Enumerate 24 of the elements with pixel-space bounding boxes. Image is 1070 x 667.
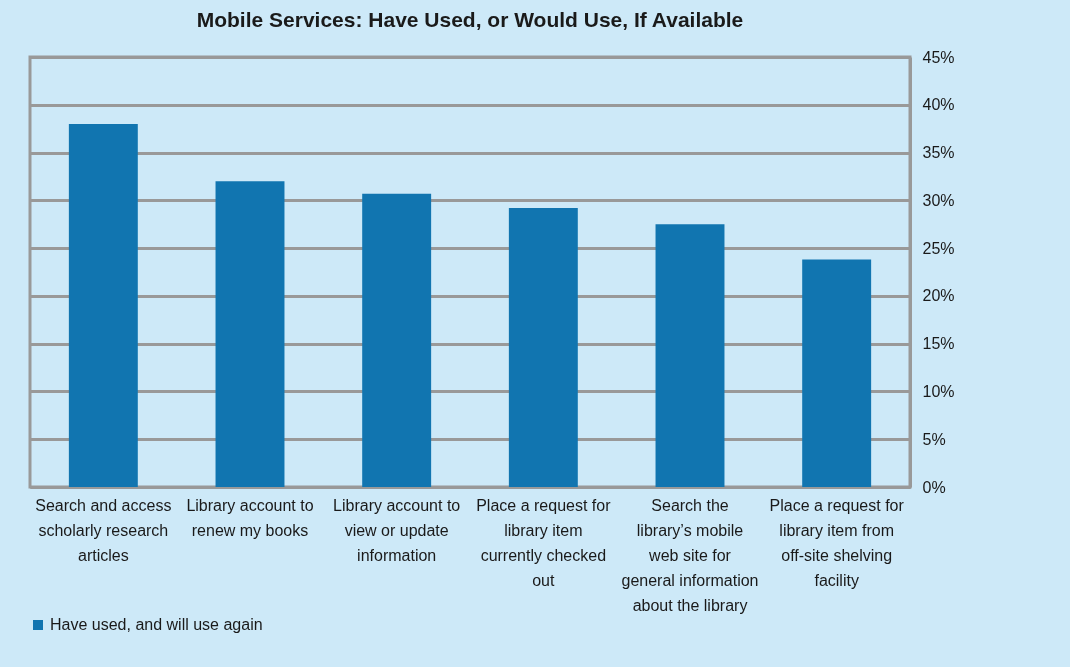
y-tick-label: 10%	[922, 382, 955, 400]
x-tick-label: Library account to view or update information	[333, 496, 461, 564]
bar	[68, 123, 138, 487]
x-tick-label: Place a request for library item currently checked out	[476, 496, 612, 589]
y-tick-label: 20%	[922, 287, 955, 305]
chart-title: Mobile Services: Have Used, or Would Use, If Available	[196, 8, 744, 31]
y-tick-label: 15%	[922, 335, 955, 353]
bar	[655, 224, 725, 487]
y-tick-label: 30%	[922, 191, 955, 209]
y-tick-label: 45%	[922, 48, 955, 66]
x-tick-label: Library account to renew my books	[186, 496, 314, 539]
legend-label: Have used, and will use again	[50, 616, 263, 633]
x-tick-label: Search and access scholarly research articles	[35, 496, 172, 564]
x-tick-label: Place a request for library item from off-site shelving facility	[769, 496, 905, 589]
y-tick-label: 25%	[922, 239, 955, 257]
bar	[362, 193, 432, 487]
y-tick-label: 40%	[922, 96, 955, 114]
bar	[802, 259, 872, 487]
x-tick-label: Search the library’s mobile web site for general information about the library	[621, 496, 759, 614]
y-tick-label: 35%	[922, 144, 955, 162]
bar	[215, 181, 285, 487]
bar	[508, 207, 578, 487]
y-tick-label: 0%	[922, 478, 946, 496]
y-tick-label: 5%	[922, 430, 946, 448]
